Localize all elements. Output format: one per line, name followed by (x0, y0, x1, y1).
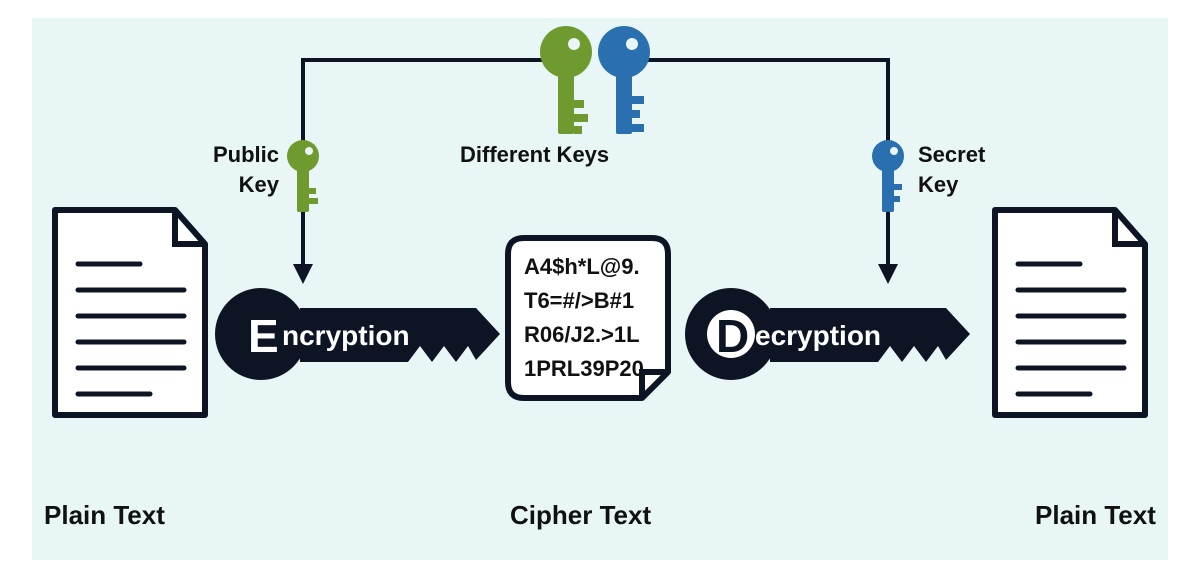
cipher-text-caption: Cipher Text (510, 500, 651, 531)
cipher-line-1: T6=#/>B#1 (524, 288, 634, 314)
different-keys-label: Different Keys (460, 142, 609, 168)
decryption-letter: D (716, 310, 749, 362)
plain-text-right-caption: Plain Text (1035, 500, 1156, 531)
cipher-line-2: R06/J2.>1L (524, 322, 640, 348)
cipher-line-3: 1PRL39P20 (524, 356, 644, 382)
decryption-rest: ecryption (755, 320, 881, 351)
public-key-label-2: Key (209, 172, 279, 198)
cipher-line-0: A4$h*L@9. (524, 254, 640, 280)
plain-text-left-caption: Plain Text (44, 500, 165, 531)
secret-key-label-1: Secret (918, 142, 985, 168)
public-key-label-1: Public (209, 142, 279, 168)
secret-key-label-2: Key (918, 172, 958, 198)
